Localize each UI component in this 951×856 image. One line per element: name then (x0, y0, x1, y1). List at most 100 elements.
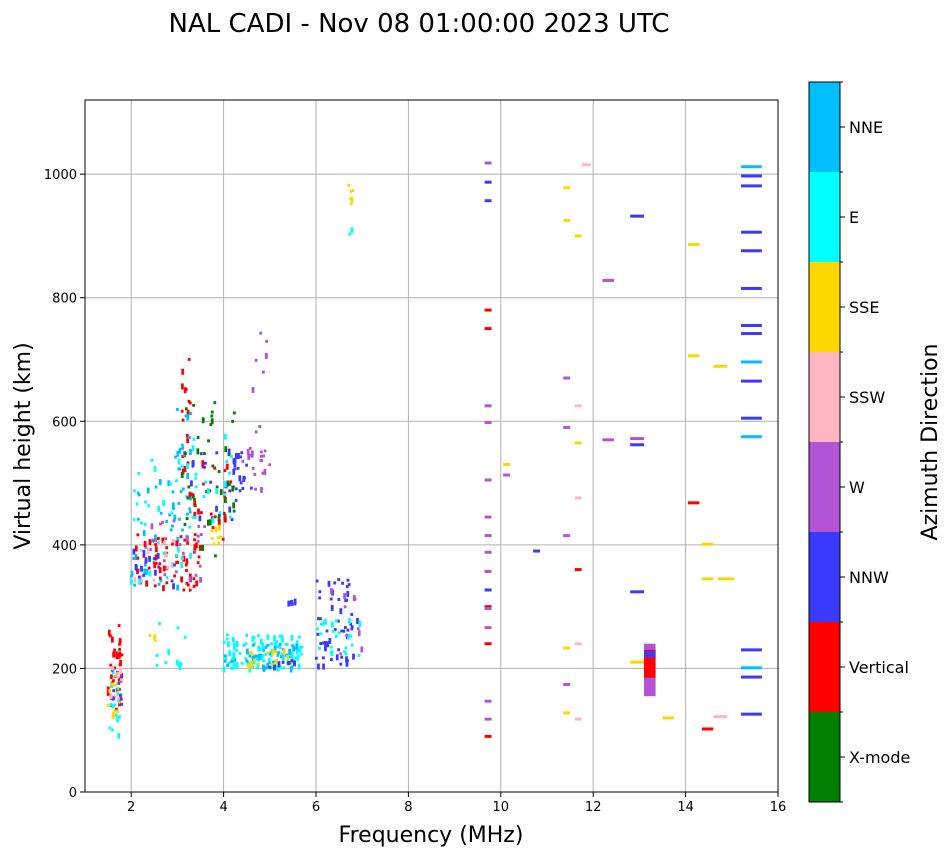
echo-point-w (329, 588, 333, 595)
echo-point-e (235, 648, 238, 652)
echo-point-ssw (166, 565, 170, 569)
echo-point-sse (153, 636, 156, 640)
echo-point-e (266, 634, 270, 638)
echo-point-e (144, 500, 147, 504)
echo-point-e (211, 517, 215, 524)
echo-point-nnw (239, 481, 243, 485)
echo-trace-sse (701, 577, 714, 581)
echo-point-nne (130, 570, 134, 577)
echo-point-nnw (337, 619, 340, 623)
echo-trace-sse (563, 711, 571, 715)
echo-point-nnw (148, 555, 151, 562)
echo-point-nne (178, 517, 181, 521)
echo-point-w (261, 370, 265, 374)
echo-point-e (344, 646, 348, 650)
echo-point-vertical (213, 515, 217, 519)
echo-point-x-mode (224, 446, 228, 453)
echo-point-w (343, 605, 347, 609)
echo-point-nne (248, 654, 252, 658)
echo-point-nne (233, 658, 237, 662)
echo-point-nne (189, 497, 193, 501)
echo-point-w (241, 459, 245, 463)
echo-point-e (296, 655, 300, 662)
echo-point-ssw (146, 547, 150, 554)
colorbar-label: SSW (849, 388, 885, 407)
colorbar: X-mode Vertical NNW W SSW SSE E NNE (808, 81, 910, 803)
echo-point-nnw (120, 674, 124, 678)
echo-point-sse (153, 634, 157, 638)
echo-trace-nnw (484, 588, 492, 592)
echo-point-nne (291, 644, 295, 648)
echo-point-sse (116, 690, 120, 694)
echo-point-nne (262, 664, 265, 671)
echo-point-e (350, 227, 354, 234)
echo-point-ssw (139, 548, 143, 552)
echo-point-e (143, 522, 147, 526)
echo-point-e (167, 649, 171, 656)
echo-point-x-mode (196, 448, 200, 455)
echo-point-ssw (119, 678, 123, 682)
echo-point-nne (181, 528, 184, 532)
echo-point-vertical (184, 563, 188, 567)
echo-point-e (228, 471, 231, 475)
echo-point-e (300, 645, 304, 649)
data-marks (106, 161, 762, 739)
echo-point-vertical (158, 562, 162, 566)
echo-trace-ssw (574, 642, 582, 646)
echo-point-e (183, 635, 187, 639)
echo-point-e (284, 642, 288, 646)
echo-point-nne (165, 519, 169, 523)
echo-trace-w (563, 682, 571, 686)
echo-point-vertical (143, 541, 147, 548)
echo-point-e (273, 635, 276, 642)
echo-point-nnw (209, 480, 212, 484)
echo-point-vertical (109, 663, 113, 667)
echo-point-nnw (173, 563, 176, 567)
echo-point-nnw (152, 557, 156, 561)
echo-point-sse (286, 654, 290, 661)
echo-point-nnw (345, 598, 349, 602)
echo-point-nnw (117, 681, 121, 685)
echo-point-nnw (350, 625, 354, 629)
echo-point-nne (230, 660, 234, 664)
echo-point-e (165, 576, 169, 580)
echo-point-x-mode (205, 489, 208, 493)
echo-point-sse (274, 650, 278, 654)
echo-point-x-mode (226, 480, 230, 487)
echo-point-vertical (186, 409, 190, 416)
echo-point-vertical (179, 535, 183, 539)
echo-point-nnw (342, 629, 346, 633)
echo-point-w (199, 579, 202, 583)
echo-point-sse (219, 535, 223, 539)
echo-point-nne (176, 407, 179, 411)
echo-point-nne (133, 583, 137, 587)
echo-point-x-mode (217, 515, 221, 522)
echo-point-nne (276, 653, 280, 657)
echo-point-nne (185, 512, 189, 516)
echo-point-w (203, 525, 206, 529)
echo-point-w (258, 425, 262, 429)
echo-point-vertical (162, 585, 165, 592)
echo-point-vertical (161, 537, 165, 541)
echo-point-x-mode (227, 453, 231, 457)
echo-point-vertical (142, 554, 146, 558)
echo-point-w (198, 564, 202, 568)
echo-point-e (290, 651, 294, 658)
echo-point-nne (268, 652, 272, 656)
echo-point-e (118, 715, 121, 719)
echo-point-nne (245, 648, 249, 655)
echo-point-vertical (181, 454, 185, 458)
echo-point-vertical (183, 466, 187, 473)
echo-point-vertical (186, 461, 190, 465)
echo-point-nnw (191, 460, 195, 467)
echo-point-vertical (118, 647, 121, 651)
echo-point-nnw (293, 598, 297, 605)
echo-point-w (172, 519, 176, 523)
echo-point-w (150, 523, 154, 530)
echo-trace-sse (574, 234, 582, 238)
echo-point-e (329, 645, 333, 649)
echo-point-e (164, 661, 168, 665)
echo-point-w (260, 487, 263, 494)
echo-point-e (319, 632, 323, 636)
echo-trace-ssw (581, 163, 591, 167)
